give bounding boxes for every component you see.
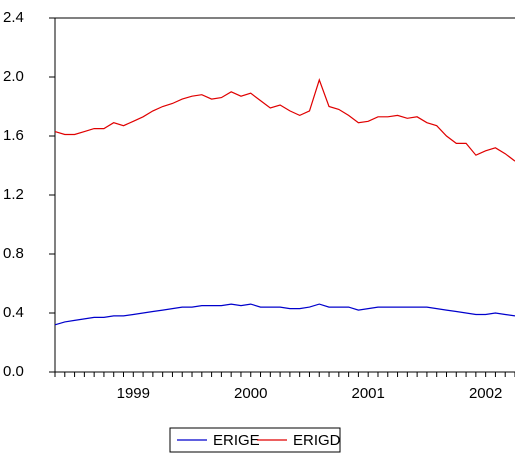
y-tick-label: 0.4 bbox=[3, 304, 24, 321]
x-tick-label: 2000 bbox=[234, 385, 267, 402]
legend-label: ERIGE bbox=[213, 432, 260, 449]
plot-frame bbox=[54, 17, 515, 373]
legend-label: ERIGD bbox=[293, 432, 341, 449]
y-tick-label: 0.0 bbox=[3, 363, 24, 380]
y-tick-label: 1.2 bbox=[3, 186, 24, 203]
y-tick-label: 0.8 bbox=[3, 245, 24, 262]
x-tick-label: 2002 bbox=[469, 385, 502, 402]
y-tick-label: 2.4 bbox=[3, 9, 24, 26]
data-line bbox=[54, 78, 515, 162]
data-line bbox=[54, 303, 515, 326]
y-tick-label: 1.6 bbox=[3, 127, 24, 144]
x-tick-label: 2001 bbox=[352, 385, 385, 402]
y-tick-label: 2.0 bbox=[3, 68, 24, 85]
x-tick-label: 1999 bbox=[117, 385, 150, 402]
